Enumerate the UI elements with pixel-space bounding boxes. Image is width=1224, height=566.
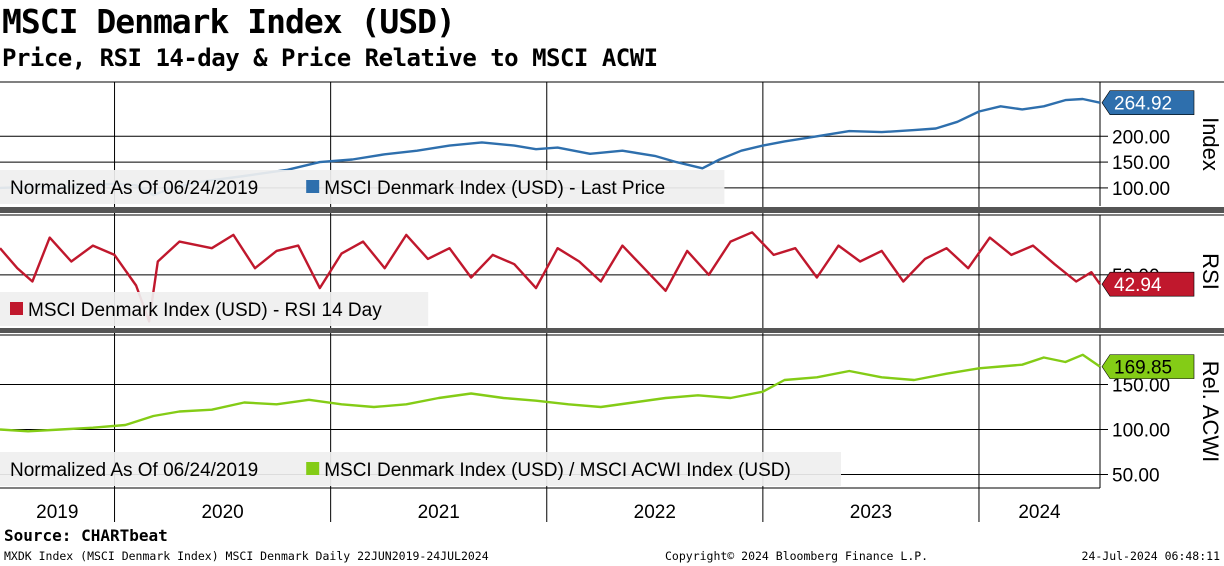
legend-swatch [10, 302, 23, 315]
last-value-label: 169.85 [1114, 358, 1172, 379]
series-line [0, 353, 1101, 433]
x-tick-label: 2020 [201, 502, 243, 523]
panel-separator [0, 328, 1224, 333]
y-tick-label: 150.00 [1112, 153, 1170, 174]
legend-background [0, 292, 429, 326]
legend-background [0, 170, 725, 204]
x-tick-label: 2021 [418, 502, 460, 523]
legend-label: MSCI Denmark Index (USD) - RSI 14 Day [28, 300, 382, 321]
y-tick-label: 50.00 [1112, 466, 1160, 487]
legend-prefix: Normalized As Of 06/24/2019 [10, 178, 258, 199]
legend-swatch [306, 180, 320, 193]
last-value-marker [1101, 90, 1195, 116]
last-value-marker [1101, 354, 1195, 379]
footer-copyright: Copyright© 2024 Bloomberg Finance L.P. [665, 549, 929, 563]
chart-subtitle: Price, RSI 14-day & Price Relative to MS… [2, 44, 658, 72]
legend-prefix: Normalized As Of 06/24/2019 [10, 460, 258, 481]
axis-title: Index [1198, 117, 1223, 171]
legend-label: MSCI Denmark Index (USD) / MSCI ACWI Ind… [324, 460, 791, 481]
y-tick-label: 100.00 [1112, 179, 1170, 200]
last-value-marker [1101, 271, 1195, 297]
x-tick-label: 2022 [634, 502, 676, 523]
y-tick-label: 100.00 [1112, 421, 1170, 442]
last-value-label: 42.94 [1114, 275, 1162, 296]
last-value-label: 264.92 [1114, 94, 1172, 115]
source-label: Source: CHARTbeat [4, 526, 168, 545]
x-tick-label: 2023 [850, 502, 892, 523]
legend-swatch [306, 462, 320, 475]
axis-title: RSI [1198, 253, 1223, 290]
y-tick-label: 150.00 [1112, 376, 1170, 397]
x-tick-label: 2019 [36, 502, 78, 523]
legend-background [0, 452, 841, 486]
legend-label: MSCI Denmark Index (USD) - Last Price [324, 178, 665, 199]
panel-separator [0, 207, 1224, 213]
footer-timestamp: 24-Jul-2024 06:48:11 [1081, 549, 1220, 563]
x-tick-label: 2024 [1018, 502, 1061, 523]
series-line [0, 231, 1101, 323]
axis-title: Rel. ACWI [1198, 361, 1223, 462]
chart-title: MSCI Denmark Index (USD) [2, 2, 456, 41]
y-tick-label: 200.00 [1112, 127, 1170, 148]
footer-ticker: MXDK Index (MSCI Denmark Index) MSCI Den… [4, 549, 489, 563]
